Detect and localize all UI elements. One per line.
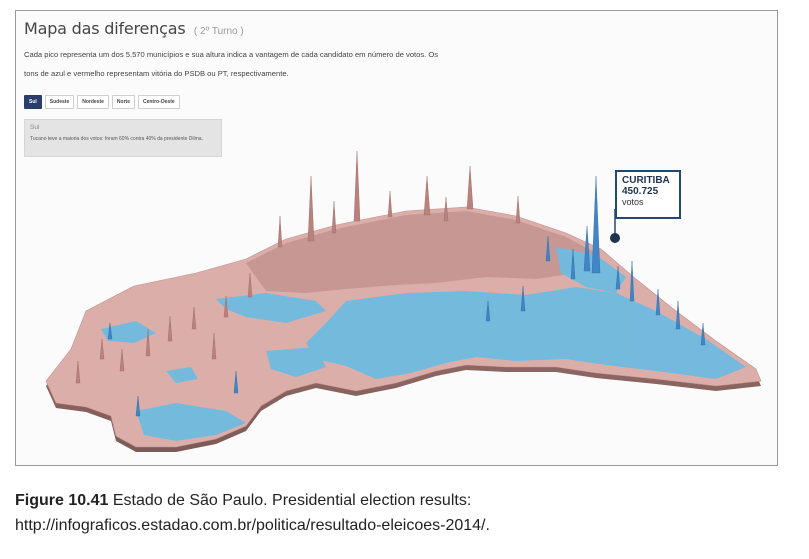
callout-value: 450.725	[622, 186, 659, 197]
curitiba-callout: CURITIBA 450.725 votos	[615, 170, 681, 219]
figure-caption-text: Estado de São Paulo. Presidential electi…	[112, 492, 472, 509]
tab-sudeste[interactable]: Sudeste	[44, 95, 75, 109]
psdb-spikes	[107, 175, 706, 417]
map-description: Cada pico representa um dos 5.570 municí…	[24, 50, 439, 78]
curitiba-marker[interactable]	[610, 233, 620, 243]
callout-city: CURITIBA	[622, 175, 670, 186]
tab-sul[interactable]: Sul	[24, 95, 42, 109]
pt-spikes	[75, 150, 521, 384]
election-3d-map	[45, 150, 762, 452]
callout-unit: votos	[622, 197, 644, 207]
map-header: Mapa das diferenças ( 2º Turno )	[24, 19, 244, 39]
region-tabs: Sul Sudeste Nordeste Norte Centro-Oeste	[24, 95, 180, 109]
map-title: Mapa das diferenças	[24, 19, 186, 38]
infographic-frame: Mapa das diferenças ( 2º Turno ) Cada pi…	[15, 10, 778, 466]
figure-label: Figure 10.41	[15, 492, 109, 509]
figure-source-url: http://infograficos.estadao.com.br/polit…	[15, 517, 490, 534]
region-info-box: Sul Tucano teve a maioria dos votos: for…	[24, 119, 222, 157]
map-subtitle: ( 2º Turno )	[193, 26, 244, 37]
tab-norte[interactable]: Norte	[111, 95, 135, 109]
info-region-name: Sul	[30, 124, 40, 131]
tab-centro-oeste[interactable]: Centro-Oeste	[137, 95, 180, 109]
tab-nordeste[interactable]: Nordeste	[77, 95, 109, 109]
info-region-text: Tucano teve a maioria dos votos: foram 6…	[30, 136, 203, 142]
psdb-blue-regions	[101, 247, 746, 441]
figure-caption: Figure 10.41 Estado de São Paulo. Presid…	[15, 488, 795, 538]
